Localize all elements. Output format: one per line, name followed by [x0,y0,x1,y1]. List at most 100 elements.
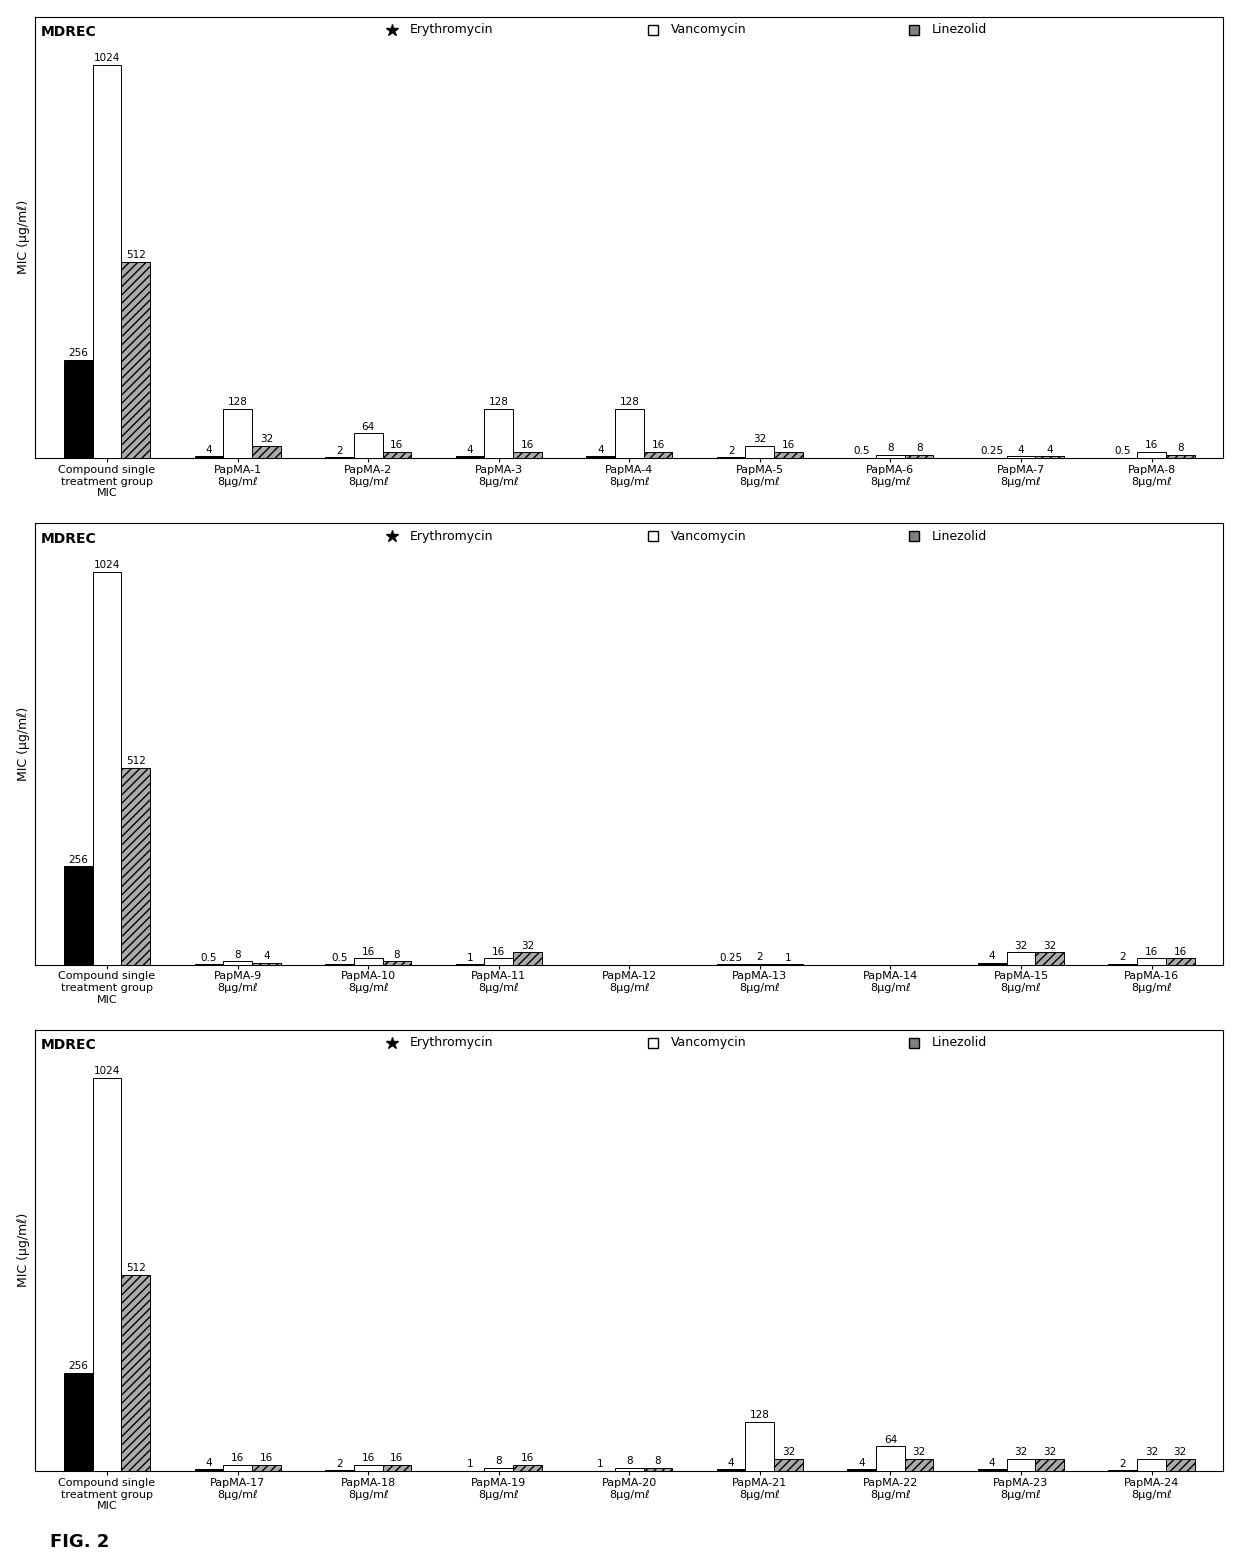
Text: 1024: 1024 [94,53,120,64]
Text: Vancomycin: Vancomycin [671,530,746,543]
Text: 32: 32 [259,435,273,444]
Bar [1137,452,1166,458]
Text: 128: 128 [228,398,248,407]
Bar [382,452,412,458]
Y-axis label: MIC (μg/mℓ): MIC (μg/mℓ) [16,200,30,274]
Text: 32: 32 [753,435,766,444]
Bar [905,455,934,458]
Text: 4: 4 [466,444,474,455]
Bar [223,1465,252,1472]
Text: 128: 128 [619,398,639,407]
Bar [485,408,513,458]
Bar [1166,959,1194,965]
Text: 8: 8 [626,1456,632,1467]
Bar [353,1465,382,1472]
Text: 16: 16 [231,1453,244,1464]
Bar [745,1422,774,1472]
Text: 16: 16 [391,1453,403,1464]
Text: 2: 2 [728,446,734,455]
Text: 8: 8 [887,443,894,454]
Text: 8: 8 [1177,443,1183,454]
Text: 64: 64 [362,422,374,432]
Text: 0.25: 0.25 [719,953,743,963]
Text: 16: 16 [259,1453,273,1464]
Bar [93,572,122,965]
Text: 16: 16 [1173,946,1187,957]
Text: 8: 8 [916,443,923,454]
Text: 32: 32 [1043,940,1056,951]
Text: MDREC: MDREC [41,532,97,546]
Bar [1137,959,1166,965]
Text: 16: 16 [1145,440,1158,451]
Bar [64,1373,93,1472]
Bar [252,446,280,458]
Text: 0.5: 0.5 [853,446,870,457]
Text: 0.25: 0.25 [981,446,1004,457]
Bar [485,959,513,965]
Text: 8: 8 [655,1456,661,1467]
Bar [513,953,542,965]
Bar [122,769,150,965]
Text: 32: 32 [1014,1447,1028,1458]
Text: Vancomycin: Vancomycin [671,1037,746,1049]
Text: MDREC: MDREC [41,1038,97,1052]
Text: 1: 1 [598,1459,604,1469]
Text: Linezolid: Linezolid [932,23,987,36]
Text: 256: 256 [68,854,88,865]
Text: 1024: 1024 [94,560,120,571]
Y-axis label: MIC (μg/mℓ): MIC (μg/mℓ) [16,706,30,781]
Text: Erythromycin: Erythromycin [409,530,494,543]
Text: 16: 16 [492,946,506,957]
Text: 0.5: 0.5 [201,953,217,963]
Bar [513,1465,542,1472]
Bar [615,408,644,458]
Text: 4: 4 [728,1458,734,1469]
Text: 32: 32 [1043,1447,1056,1458]
Bar [223,408,252,458]
Text: FIG. 2: FIG. 2 [50,1532,109,1551]
Text: 32: 32 [782,1447,795,1458]
Text: 128: 128 [489,398,508,407]
Bar [1137,1459,1166,1472]
Text: 8: 8 [393,949,401,960]
Text: 1: 1 [466,953,474,962]
Bar [223,962,252,965]
Text: 128: 128 [750,1411,770,1420]
Text: 512: 512 [125,756,145,767]
Text: 8: 8 [234,949,241,960]
Bar [644,1469,672,1472]
Text: 64: 64 [884,1434,897,1445]
Text: 512: 512 [125,1263,145,1274]
Text: 256: 256 [68,1361,88,1372]
Bar [252,1465,280,1472]
Text: 2: 2 [756,953,763,962]
Text: 512: 512 [125,249,145,260]
Text: 4: 4 [206,1458,212,1469]
Bar [122,262,150,458]
Bar [382,962,412,965]
Text: 0.5: 0.5 [331,953,347,963]
Text: 16: 16 [362,946,374,957]
Text: 4: 4 [598,444,604,455]
Text: Linezolid: Linezolid [932,530,987,543]
Text: MDREC: MDREC [41,25,97,39]
Text: 2: 2 [336,446,342,455]
Bar [64,360,93,458]
Bar [1166,1459,1194,1472]
Text: 16: 16 [391,440,403,451]
Bar [1035,1459,1064,1472]
Bar [122,1275,150,1472]
Text: 16: 16 [651,440,665,451]
Text: 16: 16 [521,1453,534,1464]
Bar [905,1459,934,1472]
Text: 32: 32 [521,940,534,951]
Text: 4: 4 [990,1458,996,1469]
Y-axis label: MIC (μg/mℓ): MIC (μg/mℓ) [16,1213,30,1288]
Bar [353,433,382,458]
Text: 16: 16 [1145,946,1158,957]
Bar [93,1077,122,1472]
Text: 0.5: 0.5 [1115,446,1131,457]
Bar [485,1469,513,1472]
Bar [615,1469,644,1472]
Bar [1035,953,1064,965]
